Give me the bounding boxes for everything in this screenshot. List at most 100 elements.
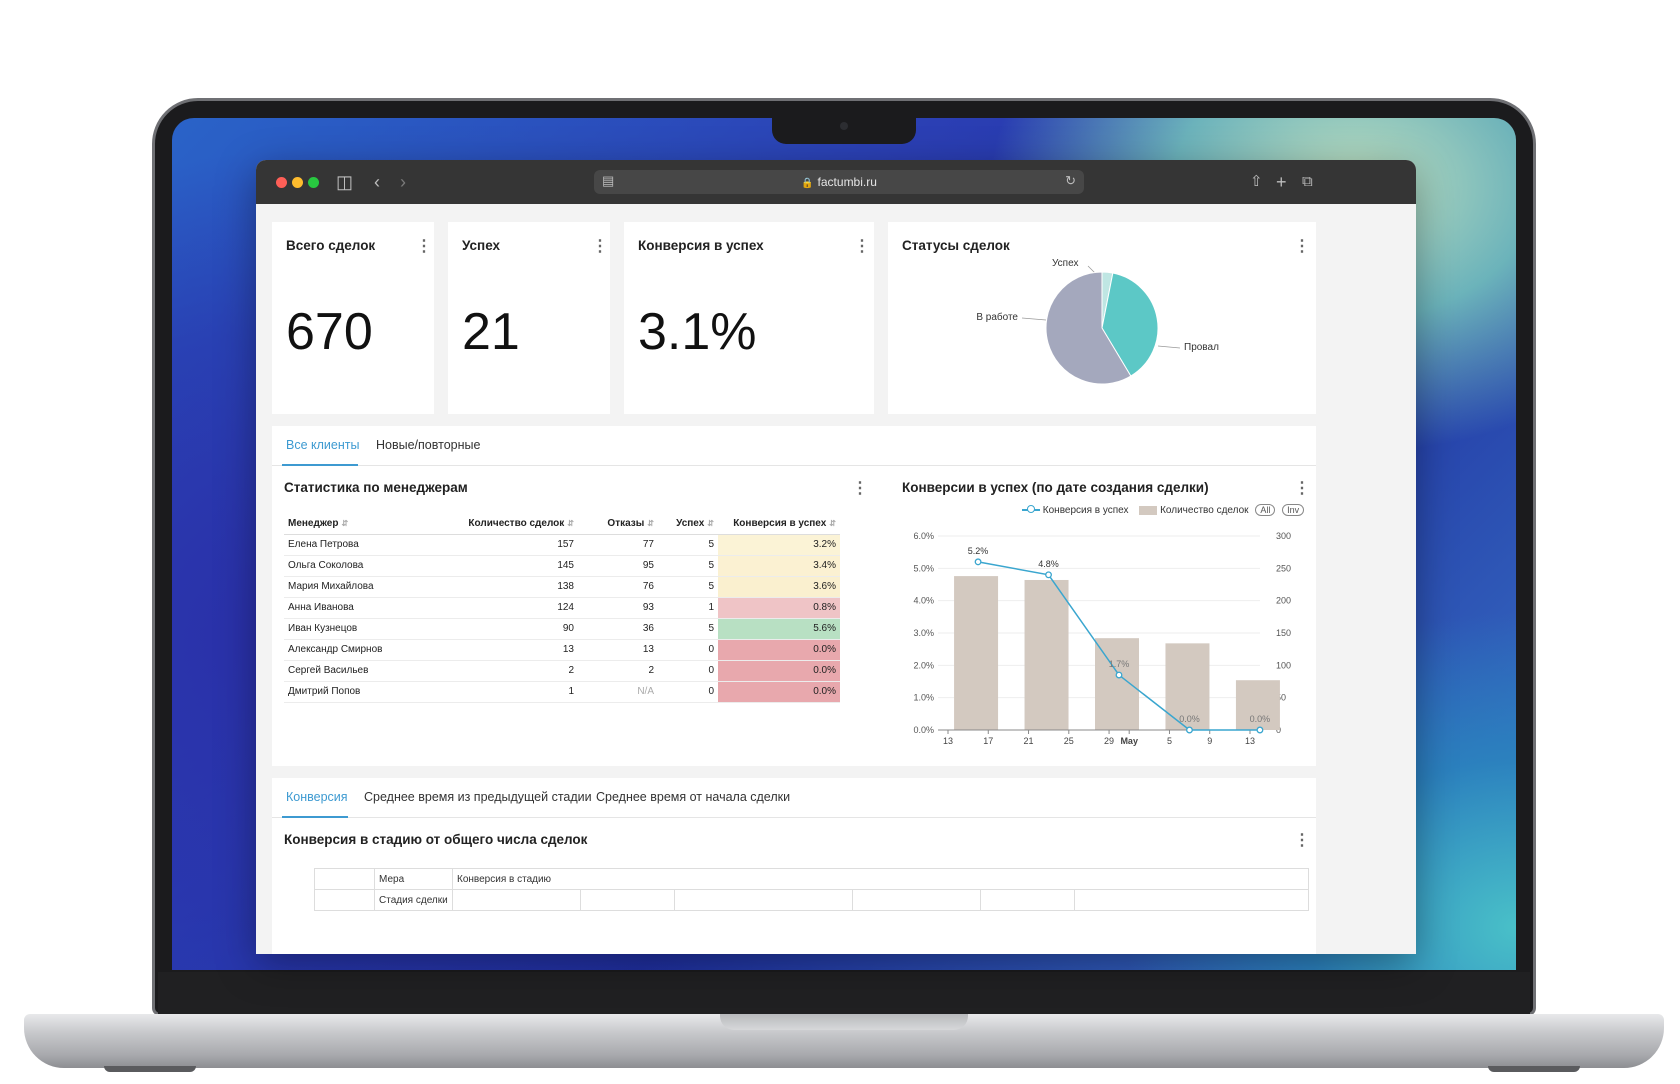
cell-refusals: 93 <box>578 597 658 619</box>
lock-icon: 🔒 <box>801 178 814 189</box>
kebab-menu-icon[interactable]: ⋮ <box>592 238 608 255</box>
tab-prev-stage-time[interactable]: Среднее время из предыдущей стадии <box>364 790 592 804</box>
kpi-value: 21 <box>462 303 520 361</box>
column-header-label: Менеджер <box>288 518 339 530</box>
kpi-value: 3.1% <box>638 303 757 361</box>
tab-active-indicator <box>282 464 358 466</box>
share-icon[interactable]: ⇧ <box>1250 173 1263 190</box>
forward-icon[interactable]: › <box>400 172 406 192</box>
tab-from-start-time[interactable]: Среднее время от начала сделки <box>596 790 791 804</box>
kebab-menu-icon[interactable]: ⋮ <box>416 238 432 255</box>
tab-conversion[interactable]: Конверсия <box>286 790 348 804</box>
tab-new-repeat[interactable]: Новые/повторные <box>376 438 481 452</box>
legend-bar-label[interactable]: Количество сделок <box>1160 505 1249 516</box>
y-right-tick-label: 300 <box>1276 531 1291 541</box>
y-left-tick-label: 1.0% <box>913 693 934 703</box>
kebab-menu-icon[interactable]: ⋮ <box>1294 832 1310 849</box>
column-header-conversion[interactable]: Конверсия в успех ⇵ <box>718 514 840 535</box>
line-data-label: 0.0% <box>1179 714 1200 724</box>
back-icon[interactable]: ‹ <box>374 172 380 192</box>
column-header-refusals[interactable]: Отказы ⇵ <box>578 514 658 535</box>
kebab-menu-icon[interactable]: ⋮ <box>1294 238 1310 255</box>
maximize-window-button[interactable] <box>308 177 319 188</box>
browser-titlebar: ◫ ‹ › ▤ 🔒 factumbi.ru ↻ ⇧ + ⧉ <box>256 160 1416 204</box>
pie-label: Провал <box>1184 342 1219 353</box>
kebab-menu-icon[interactable]: ⋮ <box>852 480 868 497</box>
cell-conversion: 0.8% <box>718 597 840 619</box>
pivot-measure-value: Конверсия в стадию <box>452 868 1309 890</box>
cell-deals: 2 <box>458 660 578 682</box>
tab-overview-icon[interactable]: ⧉ <box>1302 173 1313 190</box>
y-left-tick-label: 0.0% <box>913 725 934 735</box>
cell-success: 1 <box>658 597 718 619</box>
x-tick-label: 5 <box>1167 736 1172 746</box>
cell-manager: Дмитрий Попов <box>284 681 458 703</box>
stage-tabs: Конверсия Среднее время из предыдущей ст… <box>272 778 1316 818</box>
x-tick-label: 25 <box>1064 736 1074 746</box>
cell-conversion: 0.0% <box>718 639 840 661</box>
tab-all-clients[interactable]: Все клиенты <box>286 438 360 452</box>
y-left-tick-label: 5.0% <box>913 563 934 573</box>
sort-icon[interactable]: ⇵ <box>341 519 349 529</box>
y-right-tick-label: 100 <box>1276 660 1291 670</box>
table-row: Дмитрий Попов 1 N/A 0 0.0% <box>284 681 840 703</box>
new-tab-icon[interactable]: + <box>1276 172 1287 192</box>
y-right-tick-label: 50 <box>1276 693 1286 703</box>
cell-conversion: 0.0% <box>718 660 840 682</box>
sort-icon[interactable]: ⇵ <box>567 519 574 529</box>
legend-all-button[interactable]: All <box>1255 504 1276 516</box>
chart-bar <box>1024 579 1069 730</box>
column-header-success[interactable]: Успех ⇵ <box>658 514 718 535</box>
cell-manager: Иван Кузнецов <box>284 618 458 640</box>
column-header-label: Отказы <box>607 518 645 530</box>
sort-icon[interactable]: ⇵ <box>707 519 714 529</box>
line-point <box>1256 726 1264 734</box>
column-header-deals[interactable]: Количество сделок ⇵ <box>458 514 578 535</box>
cell-refusals: N/A <box>578 681 658 703</box>
address-bar[interactable]: ▤ 🔒 factumbi.ru ↻ <box>594 170 1084 194</box>
pie-slice <box>1045 271 1132 385</box>
close-window-button[interactable] <box>276 177 287 188</box>
column-header-manager[interactable]: Менеджер ⇵ <box>284 514 458 535</box>
minimize-window-button[interactable] <box>292 177 303 188</box>
sort-icon[interactable]: ⇵ <box>829 519 836 529</box>
status-pie-chart: Успех В работе Провал <box>976 258 1219 385</box>
legend-bar-swatch <box>1139 505 1158 515</box>
managers-title: Статистика по менеджерам <box>284 480 468 495</box>
cell-conversion: 3.4% <box>718 555 840 577</box>
reload-icon[interactable]: ↻ <box>1065 173 1076 188</box>
legend-line-label[interactable]: Конверсия в успех <box>1042 505 1129 516</box>
page-menu-icon[interactable]: ▤ <box>602 173 615 188</box>
laptop-foot-right <box>1488 1066 1580 1072</box>
line-data-label: 1.7% <box>1109 659 1130 669</box>
line-data-label: 4.8% <box>1038 559 1059 569</box>
line-point <box>1186 726 1193 734</box>
camera-icon <box>840 122 848 130</box>
y-right-tick-label: 200 <box>1276 596 1291 606</box>
kpi-title: Конверсия в успех <box>638 238 764 253</box>
cell-conversion: 3.6% <box>718 576 840 598</box>
clients-section: Все клиенты Новые/повторные Статистика п… <box>272 426 1316 766</box>
table-row: Сергей Васильев 2 2 0 0.0% <box>284 660 840 682</box>
stage-title: Конверсия в стадию от общего числа сдело… <box>284 832 588 847</box>
table-row: Елена Петрова 157 77 5 3.2% <box>284 534 840 556</box>
x-tick-label: 9 <box>1207 736 1212 746</box>
chart-bar <box>1165 643 1210 730</box>
sort-icon[interactable]: ⇵ <box>647 519 654 529</box>
kebab-menu-icon[interactable]: ⋮ <box>854 238 870 255</box>
stage-pivot-table: Мера Конверсия в стадию Стадия сделки <box>314 868 1309 911</box>
table-row: Иван Кузнецов 90 36 5 5.6% <box>284 618 840 640</box>
pie-label-leader <box>1021 317 1047 321</box>
cell-refusals: 77 <box>578 534 658 556</box>
client-tabs: Все клиенты Новые/повторные <box>272 426 1316 466</box>
pie-label-leader <box>1157 345 1181 349</box>
sidebar-toggle-icon[interactable]: ◫ <box>336 172 354 192</box>
y-right-tick-label: 250 <box>1276 563 1291 573</box>
laptop-foot-left <box>104 1066 196 1072</box>
legend-invert-button[interactable]: Inv <box>1282 504 1305 516</box>
line-point <box>974 558 982 566</box>
y-left-tick-label: 2.0% <box>913 660 934 670</box>
managers-table: Менеджер ⇵ Количество сделок ⇵ Отказы ⇵ Усп… <box>284 514 840 703</box>
conversion-chart: 0.0%1.0%2.0%3.0%4.0%5.0%6.0%050100150200… <box>913 531 1291 746</box>
kebab-menu-icon[interactable]: ⋮ <box>1294 480 1310 497</box>
